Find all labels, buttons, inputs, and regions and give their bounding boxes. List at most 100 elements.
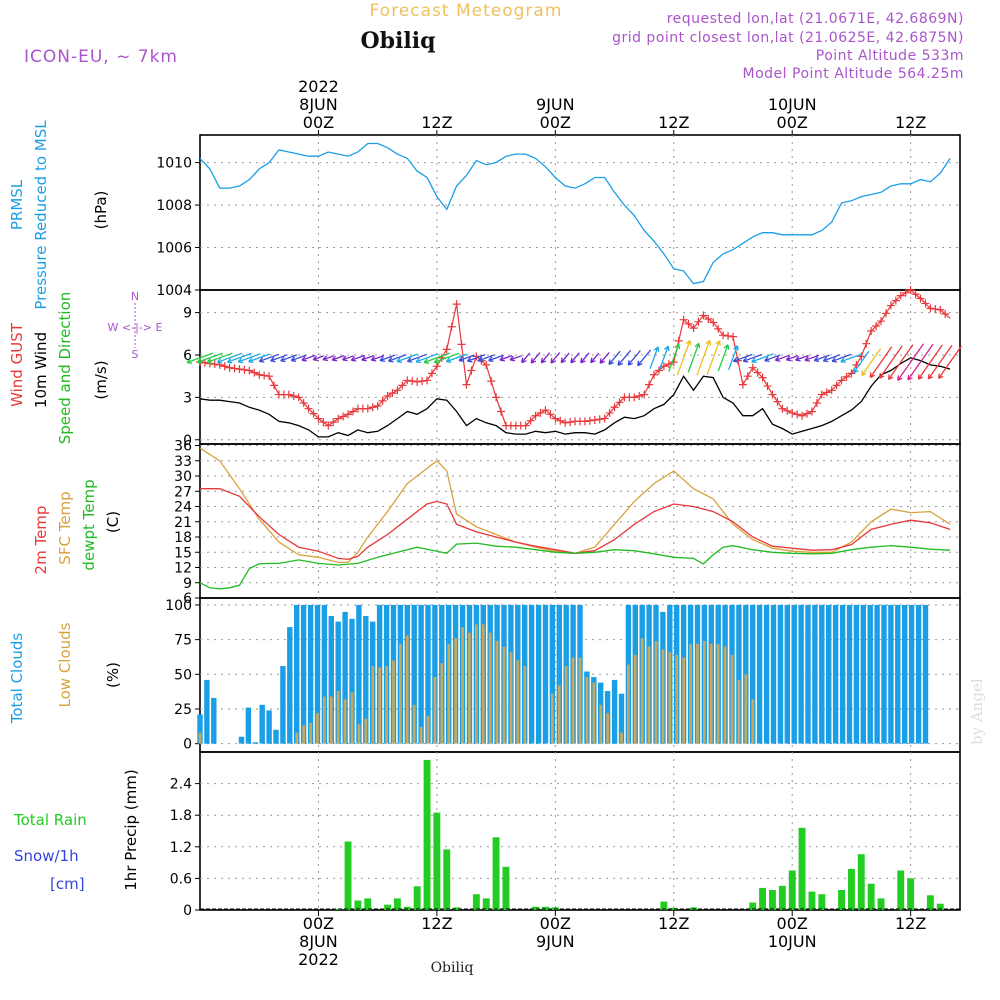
total-clouds-bar <box>805 604 811 744</box>
top-time-label: 12Z <box>895 113 926 132</box>
wind-direction-arrow <box>804 354 820 362</box>
rain-bar <box>936 903 944 910</box>
wind-gust-marker <box>748 363 757 372</box>
wind-gust-marker <box>531 411 540 420</box>
wind-gust-marker <box>743 372 752 381</box>
wind-direction-arrow <box>258 353 280 363</box>
low-clouds-bar <box>481 624 485 744</box>
wind-direction-arrow <box>530 352 541 364</box>
wind-gust-marker <box>314 414 323 423</box>
wind-gust-marker <box>270 381 279 390</box>
wind-gust-marker <box>408 377 417 386</box>
total-clouds-bar <box>756 604 763 744</box>
wind-gust-marker <box>709 318 718 327</box>
low-clouds-bar <box>551 693 554 744</box>
wind-gust-marker <box>763 382 772 391</box>
wind-direction-arrow <box>388 353 407 363</box>
low-clouds-bar <box>730 654 734 744</box>
rain-bar <box>443 849 451 910</box>
wind-direction-arrow <box>361 354 375 362</box>
wind-gust-marker <box>906 286 915 294</box>
total-clouds-bar <box>211 697 217 744</box>
label-low-clouds: Low Clouds <box>56 622 74 707</box>
wind-direction-arrow <box>878 345 903 379</box>
low-clouds-bar <box>412 704 416 744</box>
header-model: ICON-EU, ~ 7km <box>24 47 178 67</box>
rain-bar <box>808 891 816 910</box>
wind-direction-arrow <box>658 345 670 370</box>
wind-direction-arrow <box>706 340 721 376</box>
total-clouds-bar <box>259 704 265 744</box>
total-clouds-bar <box>280 666 286 744</box>
wind-direction-arrow <box>580 352 590 364</box>
wind-gust-marker <box>916 294 925 303</box>
wind-gust-marker <box>521 421 530 430</box>
wind-direction-arrow <box>668 343 681 372</box>
y-tick-label: 15 <box>174 545 192 561</box>
total-clouds-bar <box>881 604 887 744</box>
wind-direction-arrow <box>637 349 652 367</box>
total-clouds-bar <box>618 693 625 744</box>
wind-gust-marker <box>728 332 737 341</box>
y-tick-label: 1008 <box>156 198 192 214</box>
wind-direction-arrow <box>280 354 298 363</box>
total-clouds-bar <box>853 604 860 744</box>
top-time-label: 00Z <box>540 113 571 132</box>
low-clouds-bar <box>323 696 326 744</box>
rain-bar <box>433 812 441 910</box>
wind-gust-marker <box>842 372 851 381</box>
low-clouds-bar <box>675 654 679 744</box>
wind-gust-marker <box>482 360 491 369</box>
wind-direction-arrow <box>742 353 763 363</box>
wind-direction-arrow <box>477 354 495 363</box>
wind-gust-marker <box>492 393 501 402</box>
rain-bar <box>344 841 352 910</box>
low-clouds-bar <box>620 732 623 744</box>
low-clouds-bar <box>703 641 706 744</box>
wind-gust-marker <box>635 391 644 400</box>
y-tick-label: 6 <box>183 591 192 607</box>
total-clouds-bar <box>307 604 314 744</box>
total-clouds-bar <box>328 616 334 744</box>
wind-gust-marker <box>541 406 550 415</box>
wind-gust-marker <box>344 410 353 419</box>
total-clouds-bar <box>743 604 749 744</box>
wind-gust-marker <box>803 409 812 418</box>
low-clouds-bar <box>751 699 755 744</box>
low-clouds-bar <box>419 727 423 744</box>
y-tick-label: 1.8 <box>170 808 192 824</box>
wind-gust-marker <box>319 418 328 427</box>
total-clouds-bar <box>736 604 742 744</box>
wind-direction-arrow <box>627 350 641 366</box>
rain-bar <box>403 906 411 910</box>
wind-direction-arrow <box>521 352 531 364</box>
wind-gust-marker <box>235 365 244 374</box>
wind-direction-arrow <box>617 349 632 366</box>
top-time-label: 10JUN <box>768 95 817 114</box>
wind-direction-arrow <box>186 352 214 364</box>
wind-direction-arrow <box>861 348 882 377</box>
bottom-time-label: 00Z <box>303 914 334 933</box>
wind-gust-marker <box>837 376 846 385</box>
wind-gust-marker <box>250 368 259 377</box>
bottom-time-label: 00Z <box>540 914 571 933</box>
wind-direction-arrow <box>853 350 870 374</box>
wind-direction-arrow <box>290 354 307 362</box>
wind-gust-marker <box>615 398 624 407</box>
wind-gust-marker <box>536 408 545 417</box>
total-clouds-bar <box>314 604 321 744</box>
wind-gust-marker <box>827 386 836 395</box>
y-tick-label: 36 <box>174 439 192 455</box>
y-tick-label: 24 <box>174 500 192 516</box>
total-clouds-bar <box>528 604 535 744</box>
low-clouds-bar <box>509 652 513 744</box>
low-clouds-bar <box>599 704 603 744</box>
bottom-location: Obiliq <box>431 960 474 976</box>
bottom-time-label: 10JUN <box>768 932 817 951</box>
low-clouds-bar <box>564 666 568 744</box>
total-clouds-bar <box>860 604 866 744</box>
y-tick-label: 75 <box>174 633 192 649</box>
wind-gust-marker <box>383 391 392 400</box>
low-clouds-bar <box>475 624 478 744</box>
